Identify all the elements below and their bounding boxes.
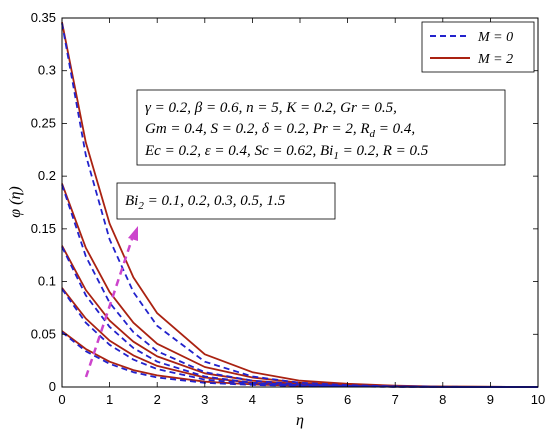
y-tick-label-0.2: 0.2 <box>38 168 56 183</box>
y-tick-label-0.15: 0.15 <box>31 221 56 236</box>
params-line-3: Ec = 0.2, ε = 0.4, Sc = 0.62, Bi1 = 0.2,… <box>144 143 429 162</box>
legend-label-m0: M = 0 <box>477 30 513 45</box>
curve-m0-bi2-0_5 <box>61 184 539 388</box>
bi2-box <box>116 182 336 220</box>
x-tick-label-5: 5 <box>296 392 303 407</box>
params-rd-subscript: d <box>370 128 376 140</box>
params-line-2-text: Gm = 0.4, S = 0.2, δ = 0.2, Pr = 2, R <box>145 121 370 137</box>
y-tick-label-0.35: 0.35 <box>31 10 56 25</box>
legend-box <box>421 21 535 73</box>
x-tick-label-9: 9 <box>487 392 494 407</box>
params-line-1: γ = 0.2, β = 0.6, n = 5, K = 0.2, Gr = 0… <box>145 100 397 116</box>
parameters-annotation: γ = 0.2, β = 0.6, n = 5, K = 0.2, Gr = 0… <box>136 89 506 166</box>
x-tick-label-4: 4 <box>249 392 256 407</box>
bi2-label-base: Bi <box>125 193 138 209</box>
curve-m0-bi2-1_5 <box>61 23 539 388</box>
legend: M = 0 M = 2 <box>421 21 535 73</box>
bi2-label-subscript: 2 <box>138 200 144 212</box>
x-tick-label-1: 1 <box>106 392 113 407</box>
x-tick-label-0: 0 <box>58 392 65 407</box>
y-tick-label-0.1: 0.1 <box>38 274 56 289</box>
x-tick-label-10: 10 <box>531 392 545 407</box>
bi2-annotation: Bi2 = 0.1, 0.2, 0.3, 0.5, 1.5 <box>116 182 336 220</box>
params-line-2-tail: = 0.4, <box>375 121 415 137</box>
bi2-arrow <box>84 226 138 378</box>
y-axis-label: φ (η) <box>7 186 24 217</box>
params-line-3-end: , R = 0.5 <box>375 143 429 159</box>
x-tick-label-7: 7 <box>392 392 399 407</box>
x-tick-label-2: 2 <box>154 392 161 407</box>
parameters-box <box>136 89 506 166</box>
params-bi1-tail: = 0.2 <box>339 143 376 159</box>
bi2-label: Bi2 = 0.1, 0.2, 0.3, 0.5, 1.5 <box>125 193 286 212</box>
bi2-arrow-shaft <box>84 235 135 378</box>
x-tick-label-8: 8 <box>439 392 446 407</box>
params-bi1-subscript: 1 <box>333 150 339 162</box>
y-tick-label-0: 0 <box>49 379 56 394</box>
params-line-3-text: Ec = 0.2, ε = 0.4, Sc = 0.62, Bi <box>144 143 333 159</box>
y-tick-label-0.3: 0.3 <box>38 63 56 78</box>
x-tick-label-3: 3 <box>201 392 208 407</box>
y-tick-label-0.05: 0.05 <box>31 326 56 341</box>
params-line-2: Gm = 0.4, S = 0.2, δ = 0.2, Pr = 2, Rd =… <box>145 121 415 140</box>
legend-label-m2: M = 2 <box>477 52 513 67</box>
x-axis-label: η <box>296 412 304 429</box>
bi2-label-values: = 0.1, 0.2, 0.3, 0.5, 1.5 <box>144 193 286 209</box>
bi2-arrow-head <box>128 226 138 241</box>
y-tick-label-0.25: 0.25 <box>31 115 56 130</box>
x-tick-label-6: 6 <box>344 392 351 407</box>
ticks-group: 0 1 2 3 4 5 6 7 8 9 10 0 0.05 0.1 0.15 0.2 0.25 0.3 0.35 <box>31 10 546 407</box>
